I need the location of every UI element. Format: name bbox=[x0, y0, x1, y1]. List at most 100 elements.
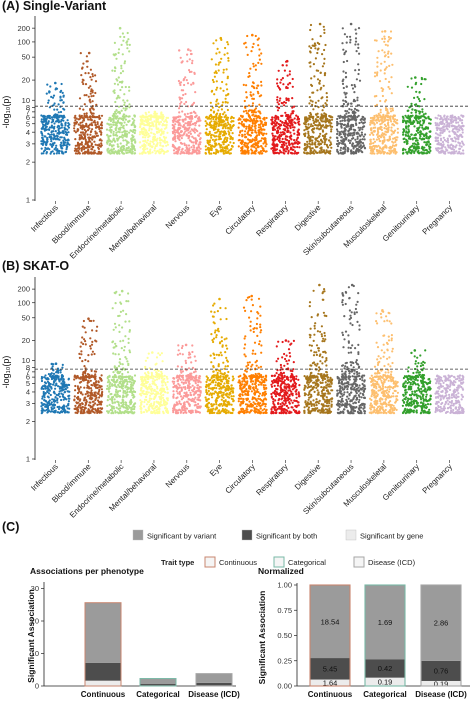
data-point bbox=[303, 134, 306, 137]
data-point bbox=[190, 141, 193, 144]
data-point bbox=[161, 145, 164, 148]
data-point bbox=[130, 140, 133, 143]
data-point bbox=[296, 142, 299, 145]
data-point bbox=[90, 95, 93, 98]
data-point bbox=[156, 130, 159, 134]
data-point bbox=[181, 110, 184, 113]
data-point bbox=[212, 151, 215, 155]
data-point bbox=[62, 142, 65, 145]
data-point bbox=[244, 106, 247, 109]
data-point bbox=[57, 377, 60, 381]
data-point bbox=[413, 125, 416, 128]
data-point bbox=[107, 136, 110, 139]
data-point bbox=[378, 139, 381, 142]
data-point bbox=[453, 136, 456, 139]
data-point bbox=[119, 122, 122, 125]
data-point bbox=[82, 371, 85, 374]
data-point bbox=[377, 116, 380, 120]
data-point bbox=[211, 78, 214, 82]
data-point bbox=[276, 78, 279, 81]
data-point bbox=[50, 143, 53, 146]
data-point bbox=[390, 76, 393, 79]
data-point bbox=[180, 142, 183, 145]
data-point bbox=[122, 39, 125, 42]
data-point bbox=[100, 121, 103, 124]
data-point bbox=[417, 127, 420, 130]
data-point bbox=[253, 143, 256, 146]
data-point bbox=[179, 127, 182, 130]
data-point bbox=[78, 107, 81, 110]
data-point bbox=[406, 116, 410, 119]
data-point bbox=[232, 116, 235, 120]
data-point bbox=[107, 118, 110, 121]
data-point bbox=[309, 147, 313, 150]
data-point bbox=[276, 127, 279, 130]
data-point bbox=[414, 147, 417, 150]
data-point bbox=[97, 390, 100, 393]
data-point bbox=[221, 146, 224, 149]
data-point bbox=[325, 143, 328, 146]
data-point bbox=[181, 119, 184, 122]
data-point bbox=[280, 140, 283, 143]
data-point bbox=[190, 52, 193, 56]
data-point bbox=[215, 52, 218, 55]
data-point bbox=[291, 152, 294, 155]
data-point bbox=[206, 123, 209, 126]
data-point bbox=[186, 112, 189, 115]
data-point bbox=[442, 143, 445, 146]
y-axis-label: -log₁₀(p) bbox=[1, 96, 11, 129]
data-point bbox=[224, 127, 227, 130]
data-point bbox=[359, 135, 362, 138]
data-point bbox=[258, 95, 261, 98]
data-point bbox=[217, 124, 220, 127]
data-point bbox=[78, 151, 81, 154]
y-tick-label: 10 bbox=[22, 356, 30, 365]
data-point bbox=[225, 83, 228, 86]
x-tick-label: Infectious bbox=[29, 462, 60, 493]
data-point bbox=[253, 115, 256, 118]
data-point bbox=[273, 125, 276, 128]
data-point bbox=[296, 151, 299, 155]
data-point bbox=[242, 83, 245, 86]
data-point bbox=[81, 131, 85, 134]
data-point bbox=[429, 143, 432, 146]
data-point bbox=[282, 124, 285, 127]
data-point bbox=[330, 143, 333, 146]
data-point bbox=[57, 127, 60, 131]
data-point bbox=[79, 411, 83, 414]
data-point bbox=[244, 136, 247, 139]
data-point bbox=[94, 132, 97, 135]
data-point bbox=[308, 45, 311, 48]
data-point bbox=[97, 409, 100, 412]
data-point bbox=[458, 147, 461, 150]
data-point bbox=[49, 383, 52, 386]
data-point bbox=[360, 147, 363, 150]
data-point bbox=[459, 126, 462, 129]
data-point bbox=[316, 48, 319, 51]
data-point bbox=[184, 92, 187, 96]
data-point bbox=[258, 133, 261, 136]
data-point bbox=[246, 144, 249, 147]
data-point bbox=[77, 376, 80, 379]
data-point bbox=[119, 117, 122, 120]
data-point bbox=[90, 78, 93, 81]
data-point bbox=[178, 107, 181, 110]
data-point bbox=[258, 140, 261, 143]
data-point bbox=[217, 109, 220, 112]
data-point bbox=[45, 122, 48, 125]
data-point bbox=[124, 109, 127, 112]
data-point bbox=[199, 147, 202, 150]
data-point bbox=[342, 99, 345, 102]
data-point bbox=[245, 91, 248, 94]
data-point bbox=[378, 149, 381, 152]
data-point bbox=[146, 115, 149, 118]
data-point bbox=[89, 379, 92, 382]
data-point bbox=[287, 141, 290, 144]
data-point bbox=[254, 34, 257, 38]
data-point bbox=[225, 132, 228, 135]
data-point bbox=[325, 103, 328, 106]
data-point bbox=[187, 131, 190, 134]
data-point bbox=[177, 132, 180, 135]
data-point bbox=[86, 384, 89, 387]
data-point bbox=[197, 143, 200, 146]
